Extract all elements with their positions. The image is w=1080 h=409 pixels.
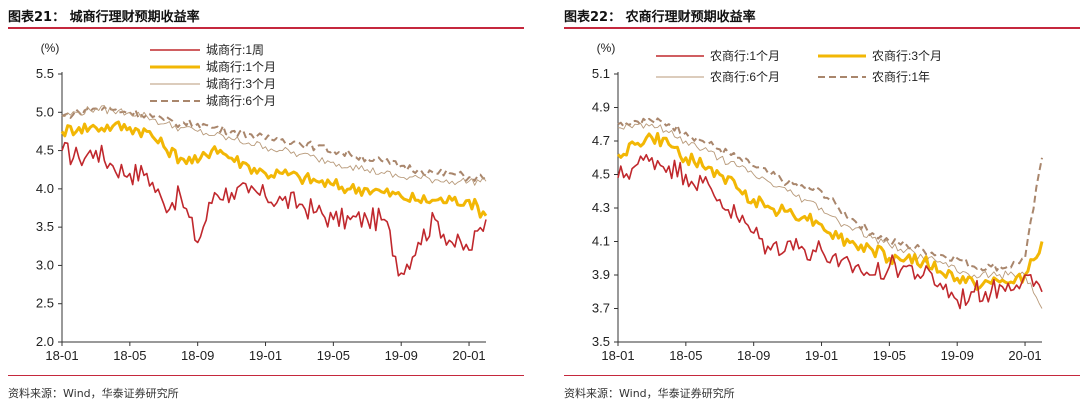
chart-title: 图表21： 城商行理财预期收益率 [8, 10, 200, 25]
line-chart-city-banks: (%) 5.5 5.0 4.5 4.0 3.5 3.0 2.5 2.018-01 18-05 18-… [36, 41, 488, 363]
line-chart-rural-banks: (%) 5.1 4.9 4.7 4.5 4.3 4.1 3.9 3.7 3.518-01 18-05… [592, 41, 1044, 363]
y-tick-label: 3.0 [36, 257, 54, 272]
y-tick-label: 4.5 [592, 167, 610, 182]
x-tick-label: 18-05 [113, 348, 146, 363]
x-tick-label: 19-05 [873, 348, 906, 363]
footer-rule [564, 375, 1080, 376]
legend-label-2: 农商行:3个月 [872, 48, 942, 63]
y-unit-label: (%) [597, 41, 616, 55]
y-tick-label: 4.9 [592, 100, 610, 115]
chart-panel-city-banks: 图表21： 城商行理财预期收益率 (%) 5.5 5.0 4.5 4.0 3.5 3.0 2.… [0, 0, 524, 409]
series-line-3 [617, 122, 1043, 309]
x-tick-label: 19-09 [385, 348, 418, 363]
legend-label-3: 城商行:3个月 [206, 76, 276, 91]
y-tick-label: 3.7 [592, 301, 610, 316]
y-tick-label: 4.1 [592, 234, 610, 249]
x-tick-label: 19-05 [317, 348, 350, 363]
series-line-1 [61, 141, 487, 277]
y-tick-label: 4.0 [36, 181, 54, 196]
legend-label-3: 农商行:6个月 [710, 69, 780, 84]
x-tick-label: 20-01 [452, 348, 485, 363]
series-line-3 [61, 105, 487, 186]
y-tick-label: 3.5 [592, 334, 610, 349]
x-tick-label: 18-01 [45, 348, 78, 363]
x-tick-label: 19-01 [805, 348, 838, 363]
title-rule [564, 27, 1080, 29]
series-line-1 [617, 153, 1043, 310]
y-tick-label: 4.3 [592, 200, 610, 215]
legend-label-1: 农商行:1个月 [710, 48, 780, 63]
chart-panel-rural-banks: 图表22： 农商行理财预期收益率 (%) 5.1 4.9 4.7 4.5 4.3 4.1 3.… [556, 0, 1080, 409]
y-tick-label: 4.7 [592, 133, 610, 148]
footer-rule [8, 375, 524, 376]
x-tick-label: 18-09 [737, 348, 770, 363]
legend-label-4: 城商行:6个月 [206, 93, 276, 108]
y-tick-label: 5.5 [36, 66, 54, 81]
title-rule [8, 27, 524, 29]
y-tick-label: 2.0 [36, 334, 54, 349]
x-tick-label: 18-09 [181, 348, 214, 363]
chart-title: 图表22： 农商行理财预期收益率 [564, 10, 756, 25]
x-tick-label: 20-01 [1008, 348, 1041, 363]
series-line-4 [61, 106, 487, 182]
y-tick-label: 5.0 [36, 104, 54, 119]
source-note: 资料来源：Wind，华泰证券研究所 [8, 387, 179, 400]
x-tick-label: 19-09 [941, 348, 974, 363]
y-tick-label: 4.5 [36, 143, 54, 158]
source-note: 资料来源：Wind，华泰证券研究所 [564, 387, 735, 400]
x-tick-label: 18-05 [669, 348, 702, 363]
x-tick-label: 18-01 [601, 348, 634, 363]
legend-label-2: 城商行:1个月 [206, 59, 276, 74]
legend-label-4: 农商行:1年 [872, 69, 930, 84]
y-tick-label: 3.9 [592, 267, 610, 282]
series-line-2 [60, 120, 488, 219]
y-unit-label: (%) [41, 41, 60, 55]
y-tick-label: 5.1 [592, 66, 610, 81]
series-line-4 [617, 117, 1043, 272]
legend-label-1: 城商行:1周 [206, 42, 264, 57]
y-tick-label: 2.5 [36, 296, 54, 311]
series-line-2 [616, 132, 1044, 291]
y-tick-label: 3.5 [36, 219, 54, 234]
x-tick-label: 19-01 [249, 348, 282, 363]
